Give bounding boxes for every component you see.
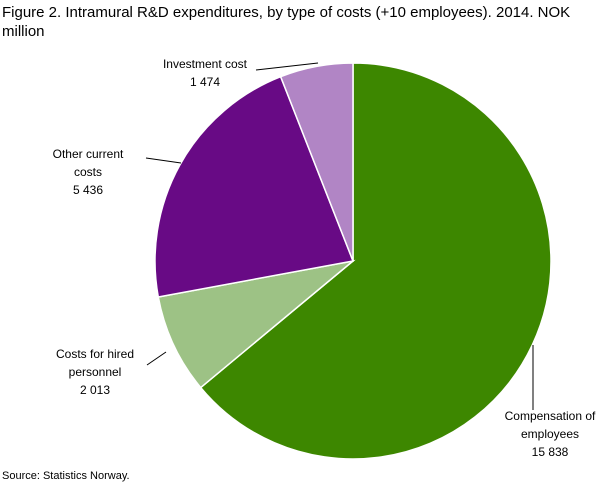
value-label: 15 838 (532, 445, 569, 459)
leader-line (255, 62, 319, 71)
slice-label: Other current costs (53, 147, 124, 179)
value-label: 1 474 (190, 75, 220, 89)
slice-label: Costs for hired personnel (56, 347, 134, 379)
value-label: 2 013 (80, 383, 110, 397)
value-label: 5 436 (73, 183, 103, 197)
source-note: Source: Statistics Norway. (2, 470, 130, 482)
pie-slice (199, 62, 552, 460)
slice-label: Compensation of employees (505, 409, 596, 441)
slice-label: Investment cost (163, 57, 248, 71)
chart-title: Figure 2. Intramural R&D expenditures, b… (2, 4, 571, 40)
pie-slice (279, 62, 354, 262)
leader-line (146, 351, 167, 366)
pie-slice (154, 75, 355, 298)
leader-line (145, 157, 182, 164)
pie-slice (157, 259, 356, 389)
